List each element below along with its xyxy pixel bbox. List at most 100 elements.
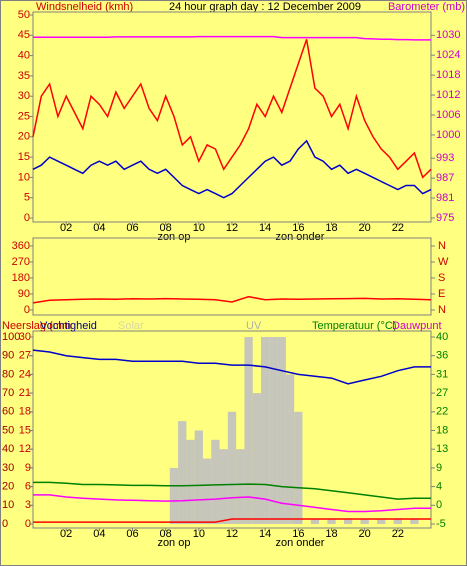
- y2-tick-label: 975: [436, 212, 454, 224]
- annotation: zon op: [157, 537, 190, 549]
- y2-tick-label: 40: [436, 331, 448, 343]
- y-tick-label: 70: [2, 387, 14, 399]
- y-tick-label: 35: [18, 70, 30, 82]
- y2-tick-label: 13: [436, 443, 448, 455]
- x-tick-label: 14: [259, 528, 271, 540]
- y-tick-label: 45: [18, 29, 30, 41]
- y3-tick-label: 15: [19, 424, 31, 436]
- solar-bar: [178, 421, 187, 524]
- y3-tick-label: 6: [25, 481, 31, 493]
- series-line: [33, 518, 431, 523]
- y-tick-label: 40: [2, 443, 14, 455]
- x-tick-label: 04: [93, 528, 105, 540]
- solar-bar: [219, 449, 228, 524]
- y-tick-label: 60: [2, 406, 14, 418]
- y2-tick-label: 981: [436, 192, 454, 204]
- x-tick-label: 02: [60, 528, 72, 540]
- y2-tick-label: -5: [436, 518, 446, 530]
- legend-label: Solar: [118, 320, 144, 332]
- solar-bar: [211, 439, 220, 524]
- y-tick-label: 270: [12, 256, 30, 268]
- series-line: [33, 35, 431, 41]
- solar-bar: [252, 393, 262, 524]
- y2-tick-label: 31: [436, 368, 448, 380]
- y-tick-label: 30: [2, 462, 14, 474]
- x-tick-label: 20: [359, 528, 371, 540]
- y-tick-label: 0: [24, 212, 30, 224]
- solar-bar: [393, 518, 402, 524]
- solar-bar: [310, 518, 320, 524]
- x-tick-label: 16: [292, 222, 304, 234]
- x-tick-label: 16: [292, 528, 304, 540]
- annotation: zon onder: [276, 537, 325, 549]
- y-tick-label: 5: [24, 192, 30, 204]
- series-line: [33, 494, 431, 513]
- x-tick-label: 02: [60, 222, 72, 234]
- y2-tick-label: 36: [436, 350, 448, 362]
- solar-bar: [377, 518, 386, 524]
- y2-tick-label: 27: [436, 387, 448, 399]
- y-tick-label: 20: [18, 131, 30, 143]
- y-tick-label: 90: [2, 350, 14, 362]
- y2-tick-label: 1000: [436, 129, 460, 141]
- x-tick-label: 10: [193, 528, 205, 540]
- y2-tick-label: N: [438, 240, 446, 252]
- y2-tick-label: 0: [436, 499, 442, 511]
- solar-bar: [343, 518, 353, 524]
- chart-title: 24 hour graph day : 12 December 2009: [169, 1, 361, 13]
- x-tick-label: 06: [126, 528, 138, 540]
- annotation: zon op: [157, 231, 190, 243]
- y2-tick-label: 987: [436, 172, 454, 184]
- y2-tick-label: N: [438, 304, 446, 316]
- y-tick-label: 30: [18, 90, 30, 102]
- series-line: [32, 295, 432, 304]
- y-tick-label: 0: [2, 518, 8, 530]
- y2-tick-label: 1012: [436, 89, 460, 101]
- annotation: zon onder: [276, 231, 325, 243]
- legend-label: Dauwpunt: [392, 320, 442, 332]
- y2-tick-label: 9: [436, 462, 442, 474]
- y-tick-label: 20: [2, 481, 14, 493]
- x-tick-label: 12: [226, 528, 238, 540]
- y-tick-label: 40: [18, 50, 30, 62]
- y2-tick-label: 1006: [436, 109, 460, 121]
- solar-bar: [410, 518, 419, 524]
- y3-tick-label: 21: [19, 387, 31, 399]
- x-tick-label: 14: [259, 222, 271, 234]
- series-line: [33, 481, 431, 500]
- y-tick-label: 15: [18, 151, 30, 163]
- solar-bar: [169, 467, 179, 524]
- y2-tick-label: 993: [436, 152, 454, 164]
- solar-bar: [244, 337, 253, 524]
- solar-bar: [227, 411, 237, 524]
- x-tick-label: 04: [93, 222, 105, 234]
- y-tick-label: 100: [2, 331, 20, 343]
- solar-bar: [194, 430, 203, 524]
- solar-bar: [269, 337, 278, 524]
- solar-bar: [261, 337, 270, 524]
- y3-tick-label: 12: [19, 443, 31, 455]
- y2-tick-label: 1024: [436, 49, 460, 61]
- x-tick-label: 18: [325, 222, 337, 234]
- x-tick-label: 18: [325, 528, 337, 540]
- series-line: [32, 349, 431, 385]
- y-tick-label: 50: [2, 424, 14, 436]
- y-axis-label: Windsnelheid (kmh): [36, 1, 133, 13]
- series-line: [32, 139, 432, 199]
- solar-bar: [285, 374, 295, 524]
- x-tick-label: 22: [392, 528, 404, 540]
- y-tick-label: 80: [2, 368, 14, 380]
- legend-label: Temperatuur (°C): [312, 320, 396, 332]
- y3-tick-label: 9: [25, 462, 31, 474]
- y-tick-label: 0: [24, 304, 30, 316]
- solar-bar: [202, 458, 212, 524]
- solar-bar: [186, 439, 195, 524]
- solar-bar: [360, 518, 369, 524]
- y2-axis-label: Barometer (mb): [388, 1, 465, 13]
- x-tick-label: 06: [126, 222, 138, 234]
- plot-area: [32, 237, 432, 316]
- y3-tick-label: 30: [19, 331, 31, 343]
- y3-tick-label: 24: [19, 368, 31, 380]
- x-tick-label: 20: [359, 222, 371, 234]
- y2-tick-label: 1018: [436, 69, 460, 81]
